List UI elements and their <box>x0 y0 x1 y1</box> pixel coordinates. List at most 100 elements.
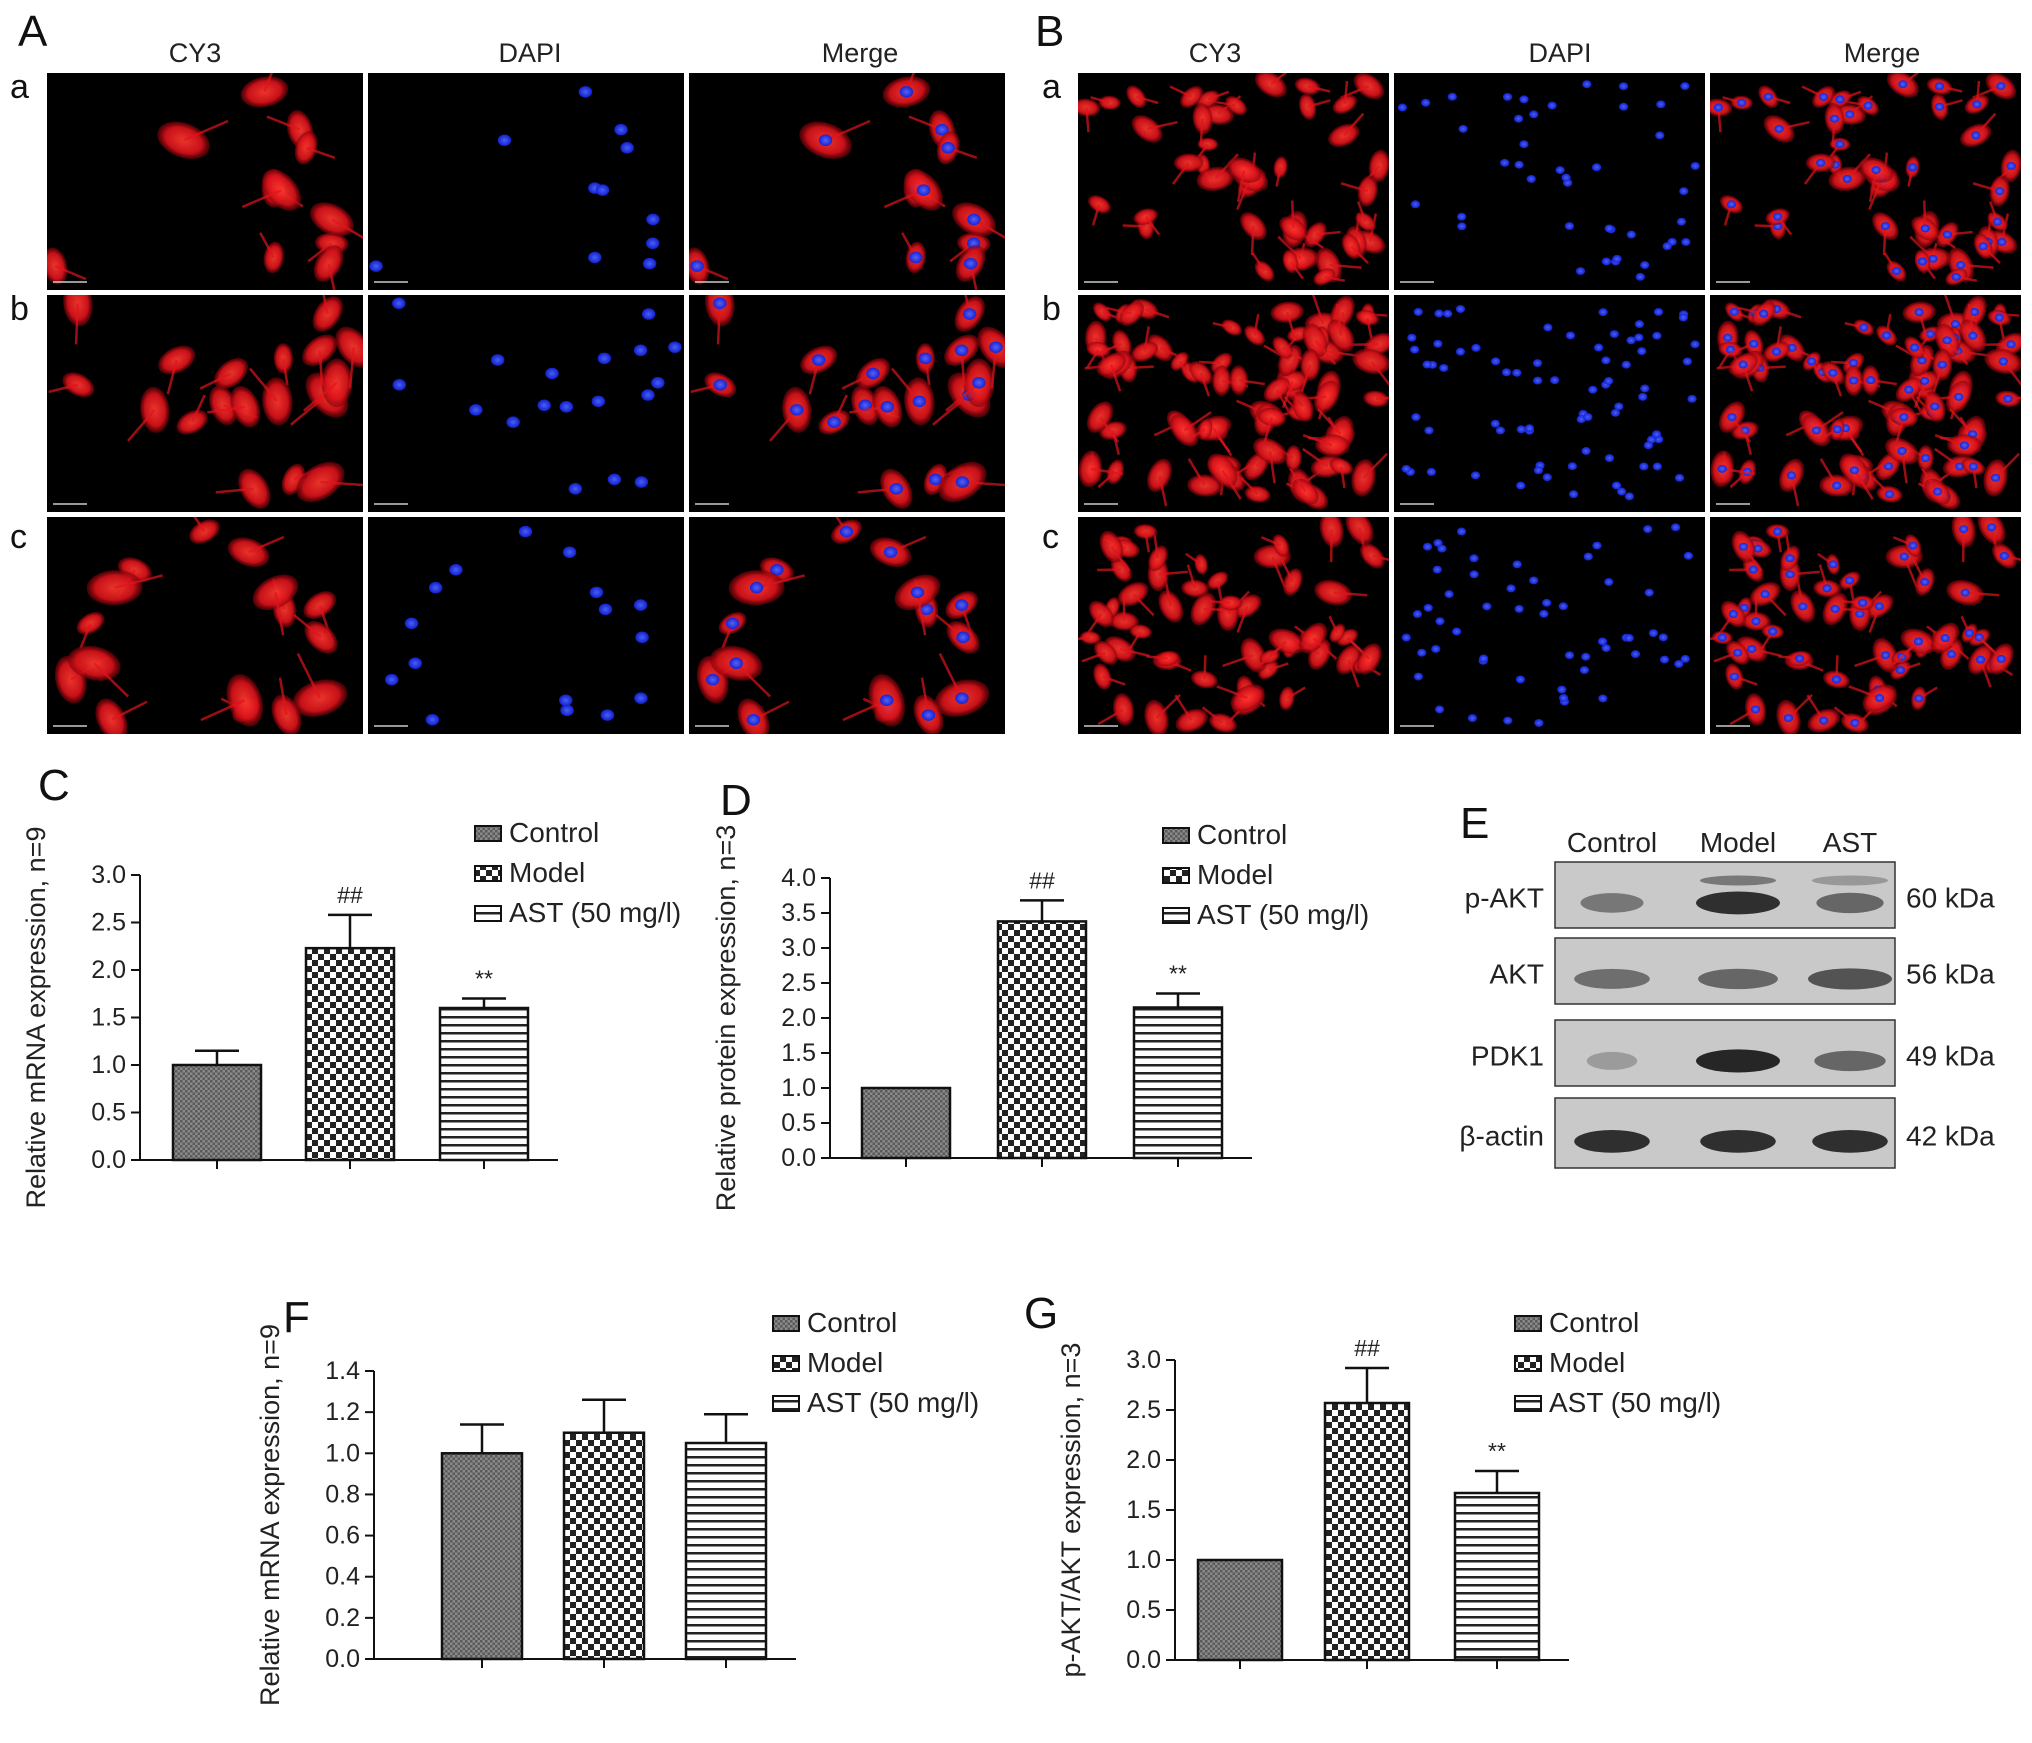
blot-strip-p-akt <box>1554 861 1896 929</box>
y-tick-label: 1.4 <box>325 1357 360 1385</box>
lane-label-control: Control <box>1567 827 1657 858</box>
legend-entry: Control <box>509 817 599 848</box>
legend-entry: Control <box>1197 819 1287 850</box>
y-tick-label: 1.5 <box>91 1004 126 1032</box>
legend-swatch <box>772 1395 800 1412</box>
row-label-b: b <box>1042 290 1061 328</box>
legend-swatch <box>1514 1395 1542 1412</box>
band-label: β-actin <box>1459 1121 1544 1152</box>
band-label: PDK1 <box>1471 1040 1544 1071</box>
bar-1 <box>860 1086 952 1160</box>
y-tick-label: 0.0 <box>1126 1646 1161 1674</box>
legend-swatch <box>772 1355 800 1372</box>
y-axis-label: Relative mRNA expression, n=9 <box>255 1324 285 1706</box>
bar-2 <box>1323 1401 1411 1662</box>
lane-label-model: Model <box>1700 827 1776 858</box>
y-tick-label: 2.5 <box>1126 1396 1161 1424</box>
bar-chart-g: G 0.0 0.5 1.0 1.5 2.0 2.5 3.0 p-AKT/AKT expressi… <box>1024 1289 1721 1677</box>
blot-band <box>1696 1049 1780 1073</box>
y-axis-label: Relative protein expression, n=3 <box>711 825 741 1211</box>
micrograph-dapi-row-b <box>368 295 684 512</box>
significance-label: ## <box>1354 1335 1380 1361</box>
micrograph-dapi-row-b <box>1394 295 1705 512</box>
bar-3 <box>684 1441 768 1661</box>
row-label-c: c <box>1042 518 1059 556</box>
bar-chart-d: D 0.0 0.5 1.0 1.5 2.0 2.5 3.0 3.5 4.0 Relative pro… <box>711 776 1369 1211</box>
lane-label-ast: AST <box>1823 827 1877 858</box>
band-kda-label: 60 kDa <box>1906 882 1995 913</box>
y-tick-label: 2.5 <box>91 909 126 937</box>
band-kda-label: 56 kDa <box>1906 958 1995 989</box>
blot-strip-akt <box>1554 937 1896 1005</box>
micrograph-dapi-row-c <box>368 517 684 734</box>
panel-b-headers: CY3 DAPI Merge a b c <box>1042 38 1920 556</box>
y-tick-label: 2.0 <box>1126 1446 1161 1474</box>
micrograph-dapi-row-c <box>1394 517 1705 734</box>
blot-strip--actin <box>1554 1097 1896 1169</box>
panel-label-e: E <box>1460 799 1489 848</box>
panel-label-d: D <box>720 776 752 825</box>
y-tick-label: 0.0 <box>91 1146 126 1174</box>
band-kda-label: 49 kDa <box>1906 1040 1995 1071</box>
band-label: p-AKT <box>1465 882 1544 913</box>
legend-entry: AST (50 mg/l) <box>807 1387 979 1418</box>
legend-entry: Control <box>807 1307 897 1338</box>
legend-swatch <box>1162 867 1190 884</box>
micrograph-dapi-row-a <box>1394 73 1705 290</box>
y-axis-label: p-AKT/AKT expression, n=3 <box>1056 1343 1086 1678</box>
significance-label: ** <box>1488 1438 1506 1464</box>
blot-band <box>1816 892 1884 914</box>
panel-label-c: C <box>38 761 70 810</box>
y-tick-label: 0.0 <box>781 1144 816 1172</box>
blot-band <box>1580 893 1644 913</box>
y-tick-label: 0.2 <box>325 1604 360 1632</box>
panel-label-a: A <box>18 7 48 56</box>
micrograph-cy3-row-a <box>47 73 363 290</box>
significance-label: ** <box>475 966 493 992</box>
y-tick-label: 1.0 <box>1126 1546 1161 1574</box>
y-tick-label: 4.0 <box>781 864 816 892</box>
blot-band <box>1700 1130 1776 1153</box>
y-tick-label: 0.5 <box>781 1109 816 1137</box>
y-tick-label: 3.0 <box>1126 1346 1161 1374</box>
panel-a-headers: CY3 DAPI Merge a b c <box>10 38 898 556</box>
row-label-b: b <box>10 290 29 328</box>
blot-band <box>1814 1050 1886 1072</box>
micrograph-cy3-row-b <box>1078 295 1389 512</box>
western-blot: E Control Model AST p-AKT 60 kDa AKT 56 kDa… <box>1459 799 1995 1169</box>
y-tick-label: 2.0 <box>91 956 126 984</box>
row-label-a: a <box>1042 68 1061 106</box>
y-tick-label: 0.0 <box>325 1645 360 1673</box>
micrograph-merge-row-a <box>689 73 1005 290</box>
micrograph-merge-row-b <box>1710 295 2021 512</box>
column-label-dapi: DAPI <box>1528 38 1591 68</box>
column-label-cy3: CY3 <box>169 38 222 68</box>
micrograph-cy3-row-c <box>47 517 363 734</box>
y-tick-label: 2.5 <box>781 969 816 997</box>
micrograph-cy3-row-c <box>1078 517 1389 734</box>
blot-band <box>1700 875 1776 886</box>
y-tick-label: 0.4 <box>325 1563 360 1591</box>
blot-band <box>1812 875 1888 886</box>
legend-swatch <box>474 865 502 882</box>
y-tick-label: 1.0 <box>325 1439 360 1467</box>
blot-band <box>1696 891 1780 915</box>
legend-entry: Control <box>1549 1307 1639 1338</box>
legend-entry: Model <box>1549 1347 1625 1378</box>
legend-swatch <box>1162 827 1190 844</box>
bar-chart-c: C 0.0 0.5 1.0 1.5 2.0 2.5 3.0 Relative mRNA expr… <box>21 761 681 1208</box>
panel-label-g: G <box>1024 1289 1058 1338</box>
blot-band <box>1586 1051 1638 1070</box>
y-axis-label: Relative mRNA expression, n=9 <box>21 827 51 1209</box>
blot-band <box>1808 968 1892 990</box>
significance-label: ## <box>337 882 363 908</box>
y-tick-label: 3.5 <box>781 899 816 927</box>
bar-3 <box>1453 1491 1541 1662</box>
legend-entry: Model <box>509 857 585 888</box>
panel-label-f: F <box>283 1293 310 1342</box>
y-tick-label: 1.2 <box>325 1398 360 1426</box>
legend-swatch <box>1162 907 1190 924</box>
bar-1 <box>1196 1558 1284 1662</box>
legend-swatch <box>474 825 502 842</box>
